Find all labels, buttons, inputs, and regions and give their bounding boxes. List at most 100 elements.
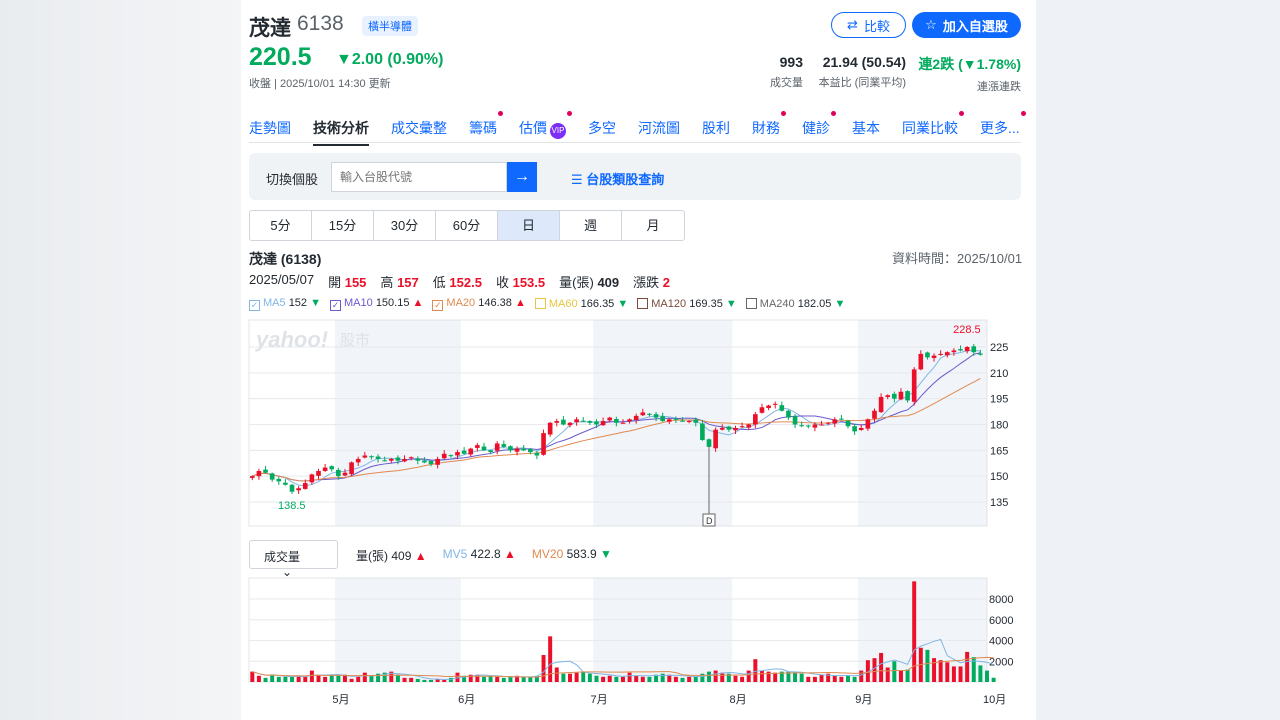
interval-1[interactable]: 15分 xyxy=(312,211,374,240)
candle-body xyxy=(666,419,672,422)
candle-body xyxy=(415,458,421,461)
indicator-select[interactable]: 成交量⌄ xyxy=(249,540,338,579)
stock-code-input[interactable] xyxy=(331,162,507,192)
industry-tag[interactable]: 橫半導體 xyxy=(362,16,418,36)
candle-body xyxy=(746,424,752,428)
add-watchlist-button[interactable]: ☆ 加入自選股 xyxy=(912,12,1021,38)
event-marker-label: D xyxy=(706,516,713,526)
candle-body xyxy=(336,469,341,477)
category-link[interactable]: ☰ 台股類股查詢 xyxy=(571,172,665,187)
volume-bar xyxy=(263,677,268,682)
interval-2[interactable]: 30分 xyxy=(374,211,436,240)
volume-bar xyxy=(733,675,738,682)
candle-body xyxy=(786,410,791,418)
volume-bar xyxy=(958,666,963,682)
tab-6[interactable]: 河流圖 xyxy=(638,120,680,136)
tab-12[interactable]: 更多... xyxy=(980,111,1026,146)
price-tick-label: 135 xyxy=(990,497,1008,509)
tab-10[interactable]: 基本 xyxy=(852,120,880,136)
month-tick-label: 10月 xyxy=(983,694,1006,706)
candle-body xyxy=(805,425,811,427)
tab-1[interactable]: 技術分析 xyxy=(313,118,369,146)
candle-body xyxy=(673,418,679,420)
volume-bar xyxy=(468,674,473,682)
stat-volume: 993 成交量 xyxy=(770,54,803,89)
volume-bar xyxy=(448,677,453,682)
tab-3[interactable]: 籌碼 xyxy=(469,111,503,146)
price-tick-label: 180 xyxy=(990,420,1008,432)
volume-bar xyxy=(309,670,314,682)
candle-body xyxy=(580,420,586,422)
ma-toggle-ma5[interactable]: ✓ MA5 152 ▼ xyxy=(249,297,321,311)
candle-body xyxy=(845,420,851,427)
ma-legend: ✓ MA5 152 ▼ ✓ MA10 150.15 ▲ ✓ MA20 146.38 ▲ MA… xyxy=(249,297,845,311)
candle-body xyxy=(627,419,632,422)
notification-dot xyxy=(831,111,836,116)
volume-bar xyxy=(872,658,877,682)
interval-6[interactable]: 月 xyxy=(646,218,660,233)
go-button[interactable]: → xyxy=(507,162,537,192)
volume-bar xyxy=(574,672,579,682)
candle-body xyxy=(726,426,732,430)
tab-8[interactable]: 財務 xyxy=(752,111,786,146)
ma-toggle-ma240[interactable]: MA240 182.05 ▼ xyxy=(745,298,845,310)
tab-5[interactable]: 多空 xyxy=(588,120,616,136)
volume-bar xyxy=(932,658,937,682)
candle-body xyxy=(825,422,831,424)
volume-bar xyxy=(812,676,817,682)
interval-4[interactable]: 日 xyxy=(498,211,560,240)
candle-body xyxy=(951,350,957,353)
tab-9[interactable]: 健診 xyxy=(802,111,836,146)
volume-bar xyxy=(971,657,976,682)
interval-3[interactable]: 60分 xyxy=(436,211,498,240)
candle-body xyxy=(706,439,712,447)
volume-bar xyxy=(561,673,566,682)
candle-body xyxy=(402,458,407,462)
price-tick-label: 195 xyxy=(990,394,1008,406)
candle-body xyxy=(944,352,950,356)
ma-toggle-ma10[interactable]: ✓ MA10 150.15 ▲ xyxy=(330,297,424,311)
candle-body xyxy=(633,415,639,421)
tab-4[interactable]: 估價 VIP xyxy=(519,111,572,146)
interval-5[interactable]: 週 xyxy=(560,211,622,240)
month-band xyxy=(593,578,733,682)
candle-body xyxy=(316,471,321,476)
candle-body xyxy=(647,413,652,415)
candle-body xyxy=(799,425,804,427)
compare-button[interactable]: ⇄ 比較 xyxy=(831,12,906,38)
ma-toggle-ma60[interactable]: MA60 166.35 ▼ xyxy=(534,298,628,310)
candle-body xyxy=(488,450,493,453)
volume-bar xyxy=(746,670,751,682)
volume-bar xyxy=(475,674,480,682)
candle-body xyxy=(554,421,560,423)
tab-7[interactable]: 股利 xyxy=(702,120,730,136)
volume-bar xyxy=(349,678,354,682)
volume: 409 xyxy=(597,275,620,290)
divider xyxy=(249,142,1021,143)
ma-toggle-ma20[interactable]: ✓ MA20 146.38 ▲ xyxy=(432,297,526,311)
volume-bar xyxy=(481,676,486,682)
candle-body xyxy=(309,474,315,483)
volume-bar xyxy=(806,676,811,682)
tab-2[interactable]: 成交彙整 xyxy=(391,120,447,136)
candle-body xyxy=(547,422,553,435)
arrow-right-icon: → xyxy=(514,168,530,185)
tab-11[interactable]: 同業比較 xyxy=(902,111,964,146)
candle-body xyxy=(276,478,282,482)
volume-bar xyxy=(270,674,275,682)
volume-tick-label: 4000 xyxy=(989,636,1013,648)
candle-body xyxy=(878,396,884,413)
volume-bar xyxy=(495,676,500,682)
interval-0[interactable]: 5分 xyxy=(250,211,312,240)
candle-body xyxy=(693,419,699,423)
compare-icon: ⇄ xyxy=(847,17,858,32)
candle-body xyxy=(680,420,685,422)
tab-0[interactable]: 走勢圖 xyxy=(249,120,291,136)
candle-body xyxy=(925,352,930,358)
ma-toggle-ma120[interactable]: MA120 169.35 ▼ xyxy=(637,298,737,310)
volume-bar xyxy=(501,677,506,682)
candle-body xyxy=(342,472,348,476)
volume-bar xyxy=(826,673,831,682)
price-tick-label: 210 xyxy=(990,368,1008,380)
